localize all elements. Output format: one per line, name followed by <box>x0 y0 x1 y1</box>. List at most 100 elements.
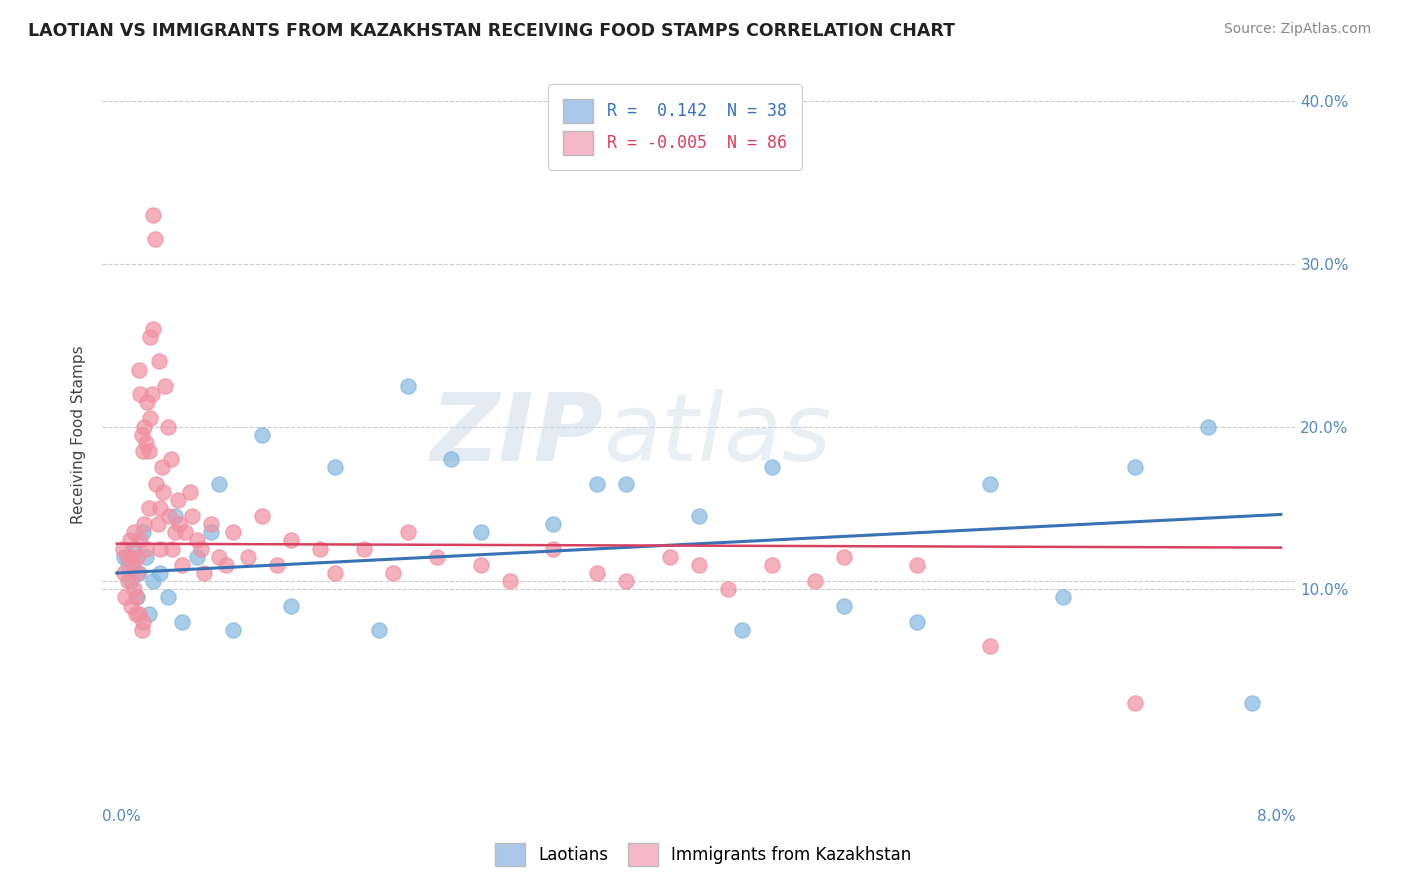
Point <box>149 500 172 515</box>
Point <box>127 591 149 605</box>
Point <box>138 607 160 621</box>
Point <box>266 558 288 572</box>
Point <box>111 541 134 556</box>
Text: atlas: atlas <box>603 389 831 480</box>
Point <box>134 419 156 434</box>
Point <box>145 476 167 491</box>
Point <box>470 558 492 572</box>
Point <box>132 525 155 540</box>
Point <box>127 549 149 564</box>
Point <box>353 541 375 556</box>
Point <box>440 452 463 467</box>
Point <box>146 517 169 532</box>
Point <box>252 427 274 442</box>
Point <box>207 476 229 491</box>
Point <box>186 533 208 548</box>
Text: 0.0%: 0.0% <box>103 809 141 824</box>
Point <box>426 549 449 564</box>
Text: ZIP: ZIP <box>430 389 603 481</box>
Point <box>470 525 492 540</box>
Point <box>128 607 150 621</box>
Point <box>1125 460 1147 475</box>
Point <box>129 533 152 548</box>
Point <box>132 444 155 458</box>
Point <box>979 476 1001 491</box>
Point <box>159 452 181 467</box>
Point <box>190 541 212 556</box>
Point <box>1197 419 1219 434</box>
Point <box>586 566 609 580</box>
Point <box>367 623 389 637</box>
Point <box>150 460 173 475</box>
Point <box>135 435 157 450</box>
Point <box>167 492 190 507</box>
Point <box>148 354 170 368</box>
Point <box>121 558 143 572</box>
Y-axis label: Receiving Food Stamps: Receiving Food Stamps <box>72 345 86 524</box>
Point <box>125 591 148 605</box>
Point <box>498 574 520 589</box>
Text: 8.0%: 8.0% <box>1257 809 1295 824</box>
Point <box>117 558 139 572</box>
Point <box>135 549 157 564</box>
Point <box>128 362 150 376</box>
Point <box>804 574 827 589</box>
Point <box>122 582 145 597</box>
Point <box>382 566 405 580</box>
Point <box>309 541 332 556</box>
Point <box>120 549 142 564</box>
Point <box>207 549 229 564</box>
Point <box>131 623 153 637</box>
Point <box>142 208 165 222</box>
Point <box>181 509 204 524</box>
Point <box>141 387 163 401</box>
Point <box>323 566 346 580</box>
Point <box>396 379 419 393</box>
Point <box>731 623 754 637</box>
Point <box>156 591 179 605</box>
Point <box>172 558 194 572</box>
Point <box>132 615 155 629</box>
Point <box>142 574 165 589</box>
Point <box>127 566 149 580</box>
Point <box>163 525 186 540</box>
Point <box>112 549 135 564</box>
Point <box>396 525 419 540</box>
Point <box>834 599 856 613</box>
Point <box>163 509 186 524</box>
Point <box>138 444 160 458</box>
Point <box>658 549 681 564</box>
Point <box>1125 696 1147 710</box>
Point <box>156 419 179 434</box>
Point <box>149 541 172 556</box>
Point <box>172 615 194 629</box>
Point <box>153 379 176 393</box>
Point <box>120 599 142 613</box>
Point <box>139 411 162 425</box>
Text: Source: ZipAtlas.com: Source: ZipAtlas.com <box>1223 22 1371 37</box>
Point <box>222 623 245 637</box>
Point <box>905 615 928 629</box>
Point <box>586 476 609 491</box>
Point <box>136 395 159 409</box>
Point <box>1240 696 1263 710</box>
Point <box>120 574 142 589</box>
Point <box>543 541 565 556</box>
Point <box>979 639 1001 653</box>
Point <box>236 549 259 564</box>
Point <box>1052 591 1074 605</box>
Point <box>215 558 238 572</box>
Point <box>112 566 135 580</box>
Point <box>905 558 928 572</box>
Point <box>115 549 138 564</box>
Point <box>117 574 139 589</box>
Point <box>174 525 197 540</box>
Legend: R =  0.142  N = 38, R = -0.005  N = 86: R = 0.142 N = 38, R = -0.005 N = 86 <box>548 84 801 169</box>
Point <box>129 387 152 401</box>
Legend: Laotians, Immigrants from Kazakhstan: Laotians, Immigrants from Kazakhstan <box>486 835 920 875</box>
Point <box>200 525 222 540</box>
Point <box>717 582 740 597</box>
Point <box>114 591 136 605</box>
Point <box>122 541 145 556</box>
Point <box>761 460 783 475</box>
